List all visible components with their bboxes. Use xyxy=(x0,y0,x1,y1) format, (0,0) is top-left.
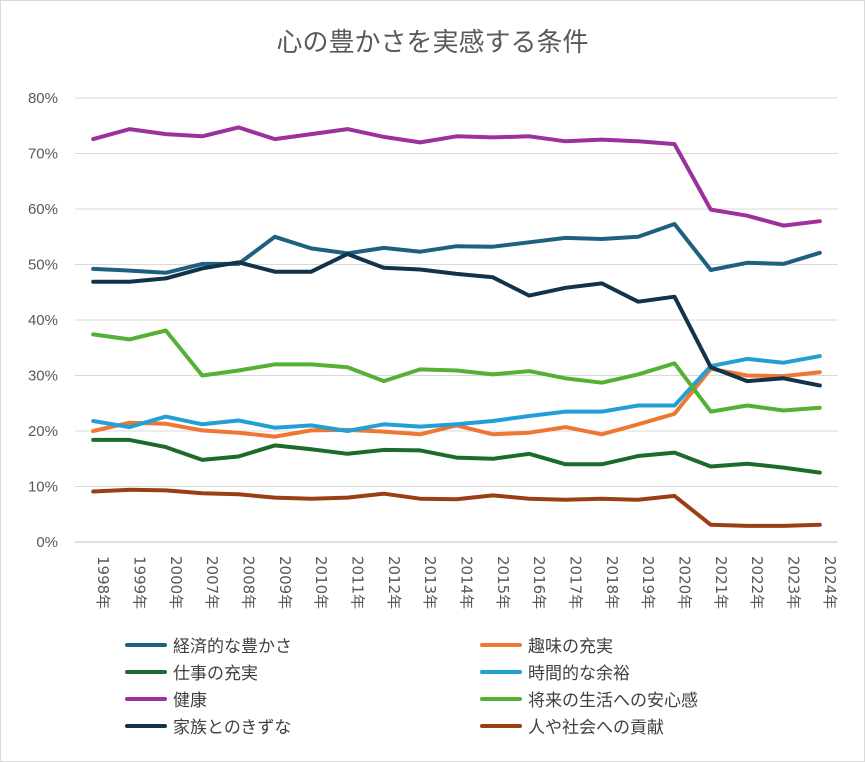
gridlines xyxy=(75,97,838,543)
series-line xyxy=(91,366,822,439)
legend-label: 仕事の充実 xyxy=(173,664,258,684)
x-tick-label: 1999年 xyxy=(131,556,149,609)
x-tick-label: 2023年 xyxy=(785,556,803,609)
x-tick-label: 2014年 xyxy=(458,556,476,609)
legend-label: 家族とのきずな xyxy=(173,718,292,738)
legend-label: 人や社会への貢献 xyxy=(528,718,664,738)
legend-swatch xyxy=(480,696,522,701)
x-tick-label: 2012年 xyxy=(385,556,403,609)
x-tick-label: 2020年 xyxy=(676,556,694,609)
series-line xyxy=(91,222,822,275)
x-tick-label: 2007年 xyxy=(203,556,221,609)
legend-label: 経済的な豊かさ xyxy=(173,637,292,657)
legend: 経済的な豊かさ 趣味の充実仕事の充実 時間的な余裕健康 将来の生活への安心感家族とのき… xyxy=(125,632,775,738)
legend-label: 時間的な余裕 xyxy=(528,664,630,684)
chart-title: 心の豊かさを実感する条件 xyxy=(276,28,589,58)
x-tick-label: 1998年 xyxy=(94,556,112,609)
legend-swatch xyxy=(480,642,522,647)
legend-item: 趣味の充実 xyxy=(480,632,780,657)
series-line xyxy=(91,125,822,228)
y-tick-label: 0% xyxy=(36,534,58,551)
series-line xyxy=(91,487,822,528)
y-tick-label: 30% xyxy=(28,368,58,385)
legend-item: 時間的な余裕 xyxy=(480,659,780,684)
y-tick-label: 40% xyxy=(28,312,58,329)
legend-label: 将来の生活への安心感 xyxy=(528,691,698,711)
y-tick-labels: 0% 10% 20% 30% 40% 50% 60% 70% 80% xyxy=(28,90,58,551)
legend-item: 家族とのきずな xyxy=(125,713,480,738)
legend-item: 仕事の充実 xyxy=(125,659,480,684)
series-lines xyxy=(91,125,822,528)
legend-swatch xyxy=(125,696,167,701)
x-tick-label: 2019年 xyxy=(639,556,657,609)
x-tick-label: 2017年 xyxy=(567,556,585,609)
series-line xyxy=(91,252,822,388)
series-line xyxy=(91,328,822,414)
legend-label: 趣味の充実 xyxy=(528,637,613,657)
y-tick-label: 10% xyxy=(28,479,58,496)
x-tick-labels: 1998年 1999年 2000年 2007年 2008年 2009年 2010年 2011年… xyxy=(94,556,839,609)
legend-swatch xyxy=(125,642,167,647)
legend-swatch xyxy=(480,669,522,674)
x-tick-label: 2009年 xyxy=(276,556,294,609)
x-tick-label: 2024年 xyxy=(821,556,839,609)
legend-item: 健康 xyxy=(125,686,480,711)
x-tick-label: 2022年 xyxy=(748,556,766,609)
x-tick-label: 2018年 xyxy=(603,556,621,609)
x-tick-label: 2021年 xyxy=(712,556,730,609)
x-tick-label: 2016年 xyxy=(530,556,548,609)
y-tick-label: 50% xyxy=(28,257,58,274)
x-tick-label: 2010年 xyxy=(312,556,330,609)
legend-swatch xyxy=(125,723,167,728)
x-tick-label: 2015年 xyxy=(494,556,512,609)
x-tick-label: 2011年 xyxy=(349,556,367,609)
legend-label: 健康 xyxy=(173,691,207,711)
legend-swatch xyxy=(125,669,167,674)
y-tick-label: 70% xyxy=(28,146,58,163)
legend-swatch xyxy=(480,723,522,728)
y-tick-label: 20% xyxy=(28,423,58,440)
y-tick-label: 80% xyxy=(28,90,58,107)
series-line xyxy=(91,437,822,475)
y-tick-label: 60% xyxy=(28,201,58,218)
x-tick-label: 2008年 xyxy=(240,556,258,609)
x-tick-label: 2000年 xyxy=(167,556,185,609)
legend-item: 経済的な豊かさ xyxy=(125,632,480,657)
legend-item: 人や社会への貢献 xyxy=(480,713,780,738)
series-line xyxy=(91,354,822,433)
x-tick-label: 2013年 xyxy=(421,556,439,609)
legend-item: 将来の生活への安心感 xyxy=(480,686,780,711)
